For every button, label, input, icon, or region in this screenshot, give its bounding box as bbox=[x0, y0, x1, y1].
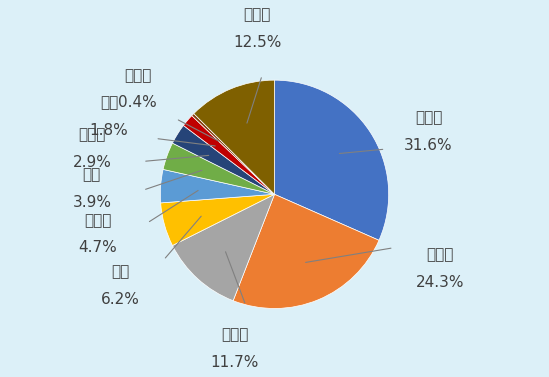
Wedge shape bbox=[233, 194, 379, 308]
Text: スズキ: スズキ bbox=[78, 127, 105, 143]
Wedge shape bbox=[161, 194, 274, 245]
Text: 0.4%: 0.4% bbox=[118, 95, 157, 110]
Text: 3.9%: 3.9% bbox=[72, 195, 111, 210]
Text: 6.2%: 6.2% bbox=[101, 292, 140, 307]
Text: トヨタ: トヨタ bbox=[415, 110, 442, 125]
Text: マツダ: マツダ bbox=[84, 213, 111, 228]
Text: 31.6%: 31.6% bbox=[404, 138, 453, 153]
Wedge shape bbox=[274, 80, 389, 240]
Text: 三菱: 三菱 bbox=[111, 264, 130, 279]
Text: 12.5%: 12.5% bbox=[233, 35, 282, 50]
Wedge shape bbox=[160, 169, 274, 203]
Text: 日野: 日野 bbox=[100, 95, 118, 110]
Wedge shape bbox=[192, 113, 274, 194]
Text: いすゞ: いすゞ bbox=[427, 247, 453, 262]
Wedge shape bbox=[163, 143, 274, 194]
Wedge shape bbox=[172, 194, 274, 301]
Text: 11.7%: 11.7% bbox=[210, 355, 259, 369]
Text: 2.9%: 2.9% bbox=[72, 155, 111, 170]
Text: 4.7%: 4.7% bbox=[78, 241, 117, 256]
Text: スバル: スバル bbox=[124, 68, 151, 83]
Text: 1.8%: 1.8% bbox=[89, 123, 128, 138]
Wedge shape bbox=[172, 126, 274, 194]
Text: その他: その他 bbox=[244, 8, 271, 23]
Text: 日産: 日産 bbox=[83, 167, 101, 182]
Wedge shape bbox=[183, 116, 274, 194]
Text: 24.3%: 24.3% bbox=[416, 275, 464, 290]
Wedge shape bbox=[194, 80, 274, 194]
Text: ホンダ: ホンダ bbox=[221, 327, 248, 342]
